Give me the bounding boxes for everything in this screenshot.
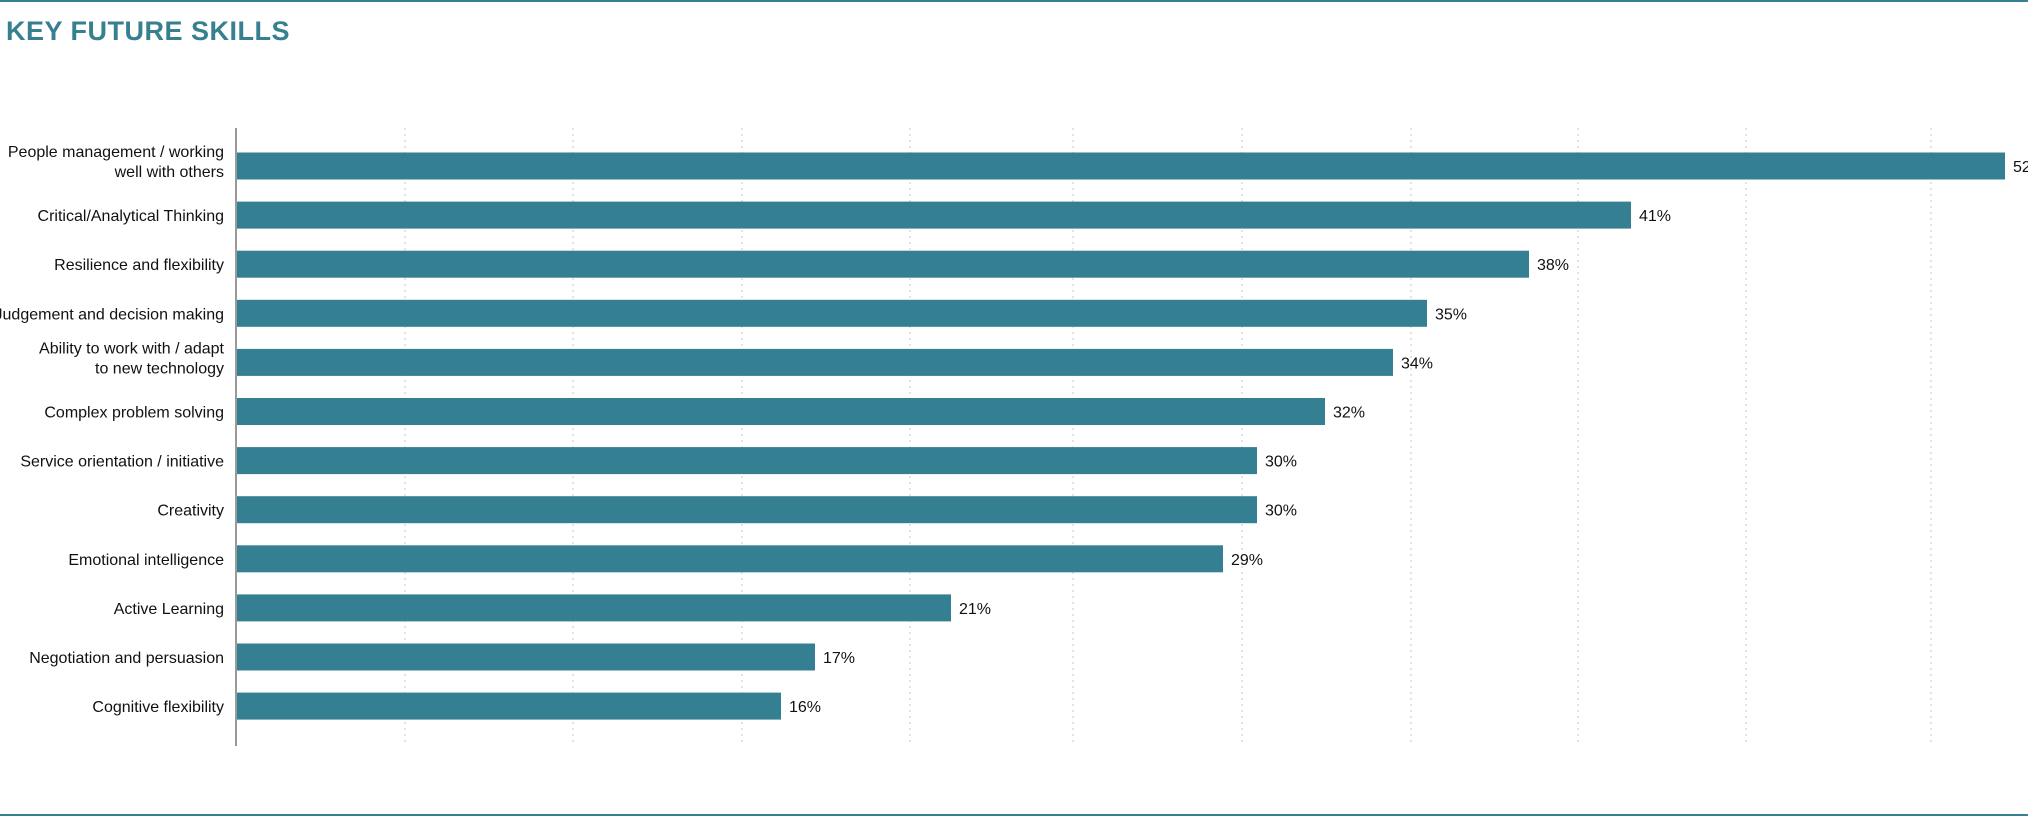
category-labels: People management / working well with oth… [0,144,225,716]
value-label: 52% [2013,159,2028,176]
category-label: Cognitive flexibility [92,699,224,716]
bar [237,398,1325,425]
value-label: 30% [1265,454,1297,471]
grid-lines [404,128,1932,746]
bar [237,447,1257,475]
value-label: 30% [1265,503,1297,520]
value-label: 38% [1537,257,1569,274]
value-label: 17% [823,650,855,667]
category-label: Complex problem solving [44,405,224,422]
bar [237,348,1393,376]
value-labels: 52% 41% 38% 35% 34% 32% 30% 30% 29% 21% 17% 16% [789,159,2028,716]
bottom-rule [0,814,2028,816]
bar [237,545,1223,573]
bar [237,152,2005,180]
bar [237,496,1257,524]
bars [237,152,2005,720]
category-label: Ability to work with / adapt to new techn… [39,340,225,377]
category-label: People management / working well with oth… [8,144,224,181]
bar [237,250,1529,278]
bar [237,594,951,622]
value-label: 21% [959,601,991,618]
category-label: Service orientation / initiative [20,454,224,471]
chart-title: KEY FUTURE SKILLS [6,16,291,46]
category-label: Active Learning [114,601,224,618]
value-label: 32% [1333,405,1365,422]
value-label: 29% [1231,552,1263,569]
category-label: Judgement and decision making [0,306,224,323]
value-label: 16% [789,699,821,716]
bar [237,299,1427,327]
value-label: 35% [1435,306,1467,323]
value-label: 34% [1401,355,1433,372]
category-label: Negotiation and persuasion [29,650,224,667]
category-label: Critical/Analytical Thinking [38,208,224,225]
bar [237,692,781,720]
top-rule [0,0,2028,2]
category-label: Creativity [157,503,224,520]
bar [237,643,815,671]
value-label: 41% [1639,208,1671,225]
category-label: Resilience and flexibility [54,257,224,274]
category-label: Emotional intelligence [68,552,224,569]
bar [237,201,1631,229]
